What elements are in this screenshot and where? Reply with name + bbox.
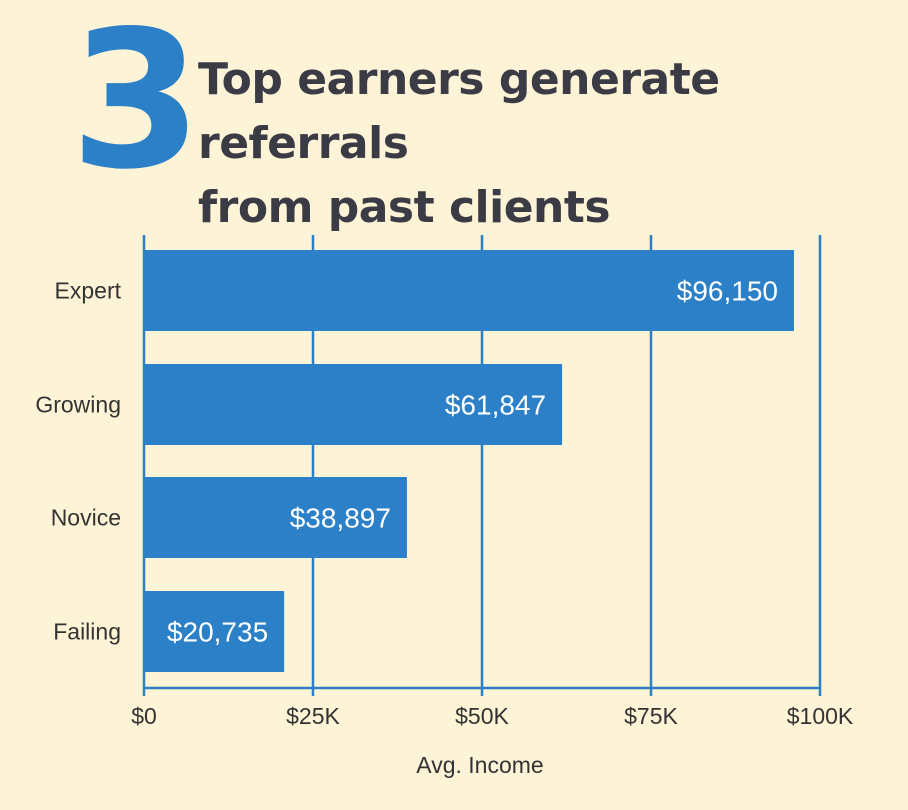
data-label: $96,150 — [677, 276, 778, 307]
y-category-label: Novice — [51, 505, 121, 531]
x-axis-title: Avg. Income — [416, 752, 543, 778]
bar-novice — [144, 477, 407, 558]
x-tick-label: $75K — [624, 703, 678, 729]
labels: $0 $25K $50K $75K $100K Expert $96,150 Growing $… — [35, 276, 854, 730]
data-label: $20,735 — [167, 617, 268, 648]
bar-expert — [144, 250, 794, 331]
chart-title: Top earners generate referrals from past… — [198, 48, 888, 240]
x-tick-label: $100K — [787, 703, 854, 729]
y-category-label: Failing — [53, 619, 121, 645]
x-tick-label: $0 — [131, 703, 157, 729]
chart-title-line-2: from past clients — [198, 182, 611, 233]
bar-growing — [144, 364, 563, 445]
chart-title-line-1: Top earners generate referrals — [198, 54, 720, 169]
section-number: 3 — [70, 0, 202, 211]
data-label: $61,847 — [445, 390, 546, 421]
y-category-label: Growing — [35, 392, 121, 418]
x-tick-label: $25K — [286, 703, 340, 729]
data-label: $38,897 — [290, 503, 391, 534]
y-category-label: Expert — [55, 278, 122, 304]
bars — [144, 250, 794, 672]
bar-failing — [144, 591, 285, 672]
x-tick-label: $50K — [455, 703, 509, 729]
